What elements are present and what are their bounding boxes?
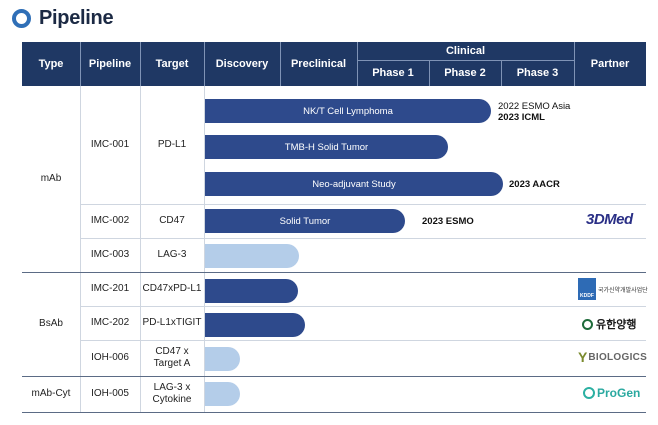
table-header: Type Pipeline Target Discovery Preclinic… [22,42,646,86]
milestone-note: 2022 ESMO Asia 2023 ICML [498,101,570,123]
progress-bar-tmb-h-solid-tumor: TMB-H Solid Tumor [205,135,448,159]
progress-bar-nkt-cell-lymphoma: NK/T Cell Lymphoma [205,99,491,123]
target-lag-3-x-cytokine: LAG-3 x Cytokine [140,376,204,412]
row-divider [80,238,646,239]
pipeline-imc-202: IMC-202 [90,317,130,328]
y-mark-icon: Y [578,349,588,365]
note-line: 2022 ESMO Asia [498,101,571,112]
progen-ring-icon [583,387,595,399]
pipeline-imc-001: IMC-001 [90,139,130,150]
partner-name: ProGen [597,386,641,400]
pipeline-imc-003: IMC-003 [90,249,130,260]
header-partner: Partner [590,58,630,70]
type-mab: mAb [40,173,62,184]
page-title: Pipeline [39,6,114,29]
header-divider [280,42,281,86]
circle-bullet-icon [12,8,31,28]
grid-line [140,86,141,412]
bar-label: NK/T Cell Lymphoma [303,105,393,117]
partner-name: 유한양행 [596,319,637,331]
header-phase3: Phase 3 [516,67,559,79]
group-divider [22,376,646,377]
progress-bar-imc-201 [205,279,298,303]
row-divider [80,204,646,205]
milestone-note: 2023 ESMO [422,216,474,227]
partner-name: 국가신약개발사업단 [598,287,648,294]
pipeline-ioh-006: IOH-006 [91,352,129,363]
page-title-area: Pipeline [12,5,114,31]
partner-logo-3dmed: 3DMed [586,211,633,228]
bar-label: Solid Tumor [279,215,331,227]
yuhan-emblem-icon [582,318,593,330]
progress-bar-ioh-005 [205,382,240,406]
header-phase1: Phase 1 [372,67,414,79]
partner-logo-yuhan: 유한양행 [582,316,636,332]
header-preclinical: Preclinical [290,58,347,70]
target-line: CD47 x [155,346,189,357]
header-divider [357,60,574,61]
type-mab-cyt: mAb-Cyt [31,388,71,399]
partner-logo-ybiologics: Y BIOLOGICS [578,349,647,365]
kddf-icon: KDDF [578,278,596,300]
header-divider [140,42,141,86]
progress-bar-neo-adjuvant-study: Neo-adjuvant Study [205,172,503,196]
partner-name: BIOLOGICS [588,351,648,363]
progress-bar-ioh-006 [205,347,240,371]
target-line: Target A [153,358,191,369]
milestone-note: 2023 AACR [509,179,560,190]
header-divider [204,42,205,86]
target-pd-l1: PD-L1 [157,139,187,150]
header-pipeline: Pipeline [88,58,132,70]
table-bottom-border [22,412,646,413]
progress-bar-solid-tumor: Solid Tumor [205,209,405,233]
header-discovery: Discovery [215,58,269,70]
target-cd47: CD47 [159,215,185,226]
partner-logo-progen: ProGen [583,386,640,400]
type-bsab: BsAb [39,318,63,329]
progress-bar-imc-003 [205,244,299,268]
header-divider [501,60,502,86]
bar-label: Neo-adjuvant Study [312,178,396,190]
header-type: Type [38,58,64,70]
row-divider [80,306,646,307]
grid-line [80,86,81,412]
kddf-mark: KDDF [580,293,594,299]
target-cd47xpd-l1: CD47xPD-L1 [142,283,202,294]
header-divider [574,42,575,86]
grid-line [204,86,205,412]
header-divider [429,60,430,86]
bar-label: TMB-H Solid Tumor [284,141,369,153]
progress-bar-imc-202 [205,313,305,337]
partner-logo-kddf: KDDF 국가신약개발사업단 [578,278,648,300]
target-pd-l1xtigit: PD-L1xTIGIT [142,317,202,328]
header-divider [80,42,81,86]
header-divider [357,42,358,86]
target-cd47-x-target-a: CD47 x Target A [140,340,204,376]
pipeline-imc-002: IMC-002 [90,215,130,226]
target-line: LAG-3 x [153,382,191,393]
header-phase2: Phase 2 [444,67,486,79]
header-target: Target [155,58,189,70]
target-lag-3: LAG-3 [157,249,187,260]
header-clinical: Clinical [445,45,486,57]
pipeline-imc-201: IMC-201 [90,283,130,294]
group-divider [22,272,646,273]
note-line: 2023 ICML [498,112,545,123]
partner-name: 3DMed [586,211,633,228]
row-divider [80,340,646,341]
target-line: Cytokine [152,394,192,405]
pipeline-ioh-005: IOH-005 [91,388,129,399]
